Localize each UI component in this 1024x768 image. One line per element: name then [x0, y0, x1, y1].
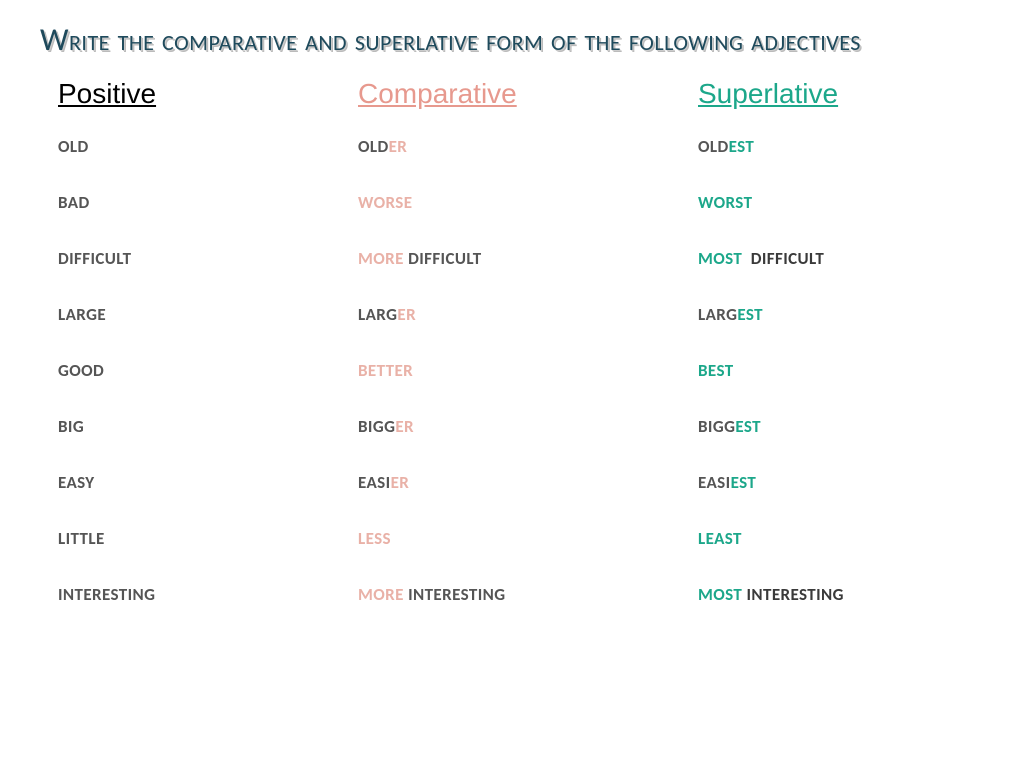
- superlative-list: OLDESTWORSTMOST DIFFICULTLARGESTBESTBIGG…: [698, 136, 984, 640]
- slide-title: Write the comparative and superlative fo…: [40, 20, 984, 60]
- superlative-word: MOST DIFFICULT: [698, 248, 984, 304]
- positive-word: BAD: [58, 192, 344, 248]
- columns-wrap: Positive OLDBADDIFFICULTLARGEGOODBIGEASY…: [40, 78, 984, 640]
- col-comparative: Comparative OLDERWORSEMORE DIFFICULTLARG…: [354, 78, 644, 640]
- comparative-word: MORE DIFFICULT: [358, 248, 644, 304]
- comparative-word: BETTER: [358, 360, 644, 416]
- positive-word: BIG: [58, 416, 344, 472]
- positive-word: INTERESTING: [58, 584, 344, 640]
- superlative-word: BEST: [698, 360, 984, 416]
- superlative-word: EASIEST: [698, 472, 984, 528]
- superlative-word: OLDEST: [698, 136, 984, 192]
- positive-word: GOOD: [58, 360, 344, 416]
- positive-word: DIFFICULT: [58, 248, 344, 304]
- comparative-word: BIGGER: [358, 416, 644, 472]
- header-positive: Positive: [58, 78, 344, 110]
- comparative-list: OLDERWORSEMORE DIFFICULTLARGERBETTERBIGG…: [358, 136, 644, 640]
- comparative-word: WORSE: [358, 192, 644, 248]
- positive-word: OLD: [58, 136, 344, 192]
- col-superlative: Superlative OLDESTWORSTMOST DIFFICULTLAR…: [654, 78, 984, 640]
- positive-word: EASY: [58, 472, 344, 528]
- comparative-word: LESS: [358, 528, 644, 584]
- comparative-word: EASIER: [358, 472, 644, 528]
- positive-word: LITTLE: [58, 528, 344, 584]
- superlative-word: BIGGEST: [698, 416, 984, 472]
- superlative-word: LARGEST: [698, 304, 984, 360]
- comparative-word: LARGER: [358, 304, 644, 360]
- positive-list: OLDBADDIFFICULTLARGEGOODBIGEASYLITTLEINT…: [58, 136, 344, 640]
- superlative-word: LEAST: [698, 528, 984, 584]
- superlative-word: MOST INTERESTING: [698, 584, 984, 640]
- superlative-word: WORST: [698, 192, 984, 248]
- col-positive: Positive OLDBADDIFFICULTLARGEGOODBIGEASY…: [40, 78, 344, 640]
- comparative-word: MORE INTERESTING: [358, 584, 644, 640]
- header-comparative: Comparative: [358, 78, 644, 110]
- positive-word: LARGE: [58, 304, 344, 360]
- comparative-word: OLDER: [358, 136, 644, 192]
- header-superlative: Superlative: [698, 78, 984, 110]
